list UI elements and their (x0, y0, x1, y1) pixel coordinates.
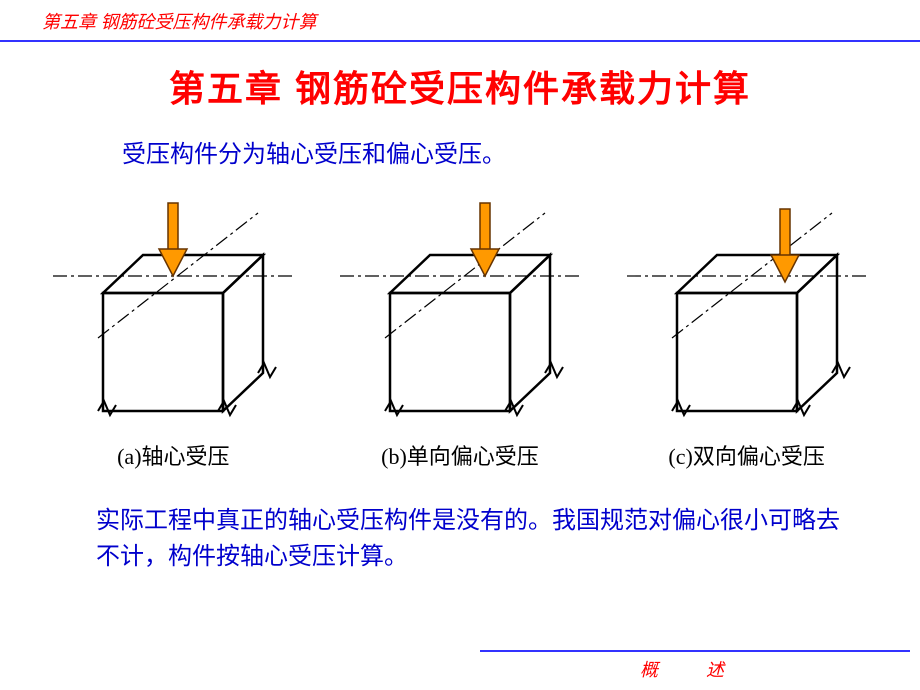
footer-section-label: 概述 (640, 656, 920, 682)
diagram-c-label: (c)双向偏心受压 (668, 439, 824, 471)
diagram-c-svg (617, 183, 877, 433)
header-divider (0, 40, 920, 42)
force-arrow-icon (471, 203, 499, 276)
diagram-c: (c)双向偏心受压 (617, 183, 877, 471)
diagram-b-label: (b)单向偏心受压 (381, 439, 539, 471)
footer-divider (480, 650, 910, 652)
page-header: 第五章 钢筋砼受压构件承载力计算 (0, 0, 920, 34)
breadcrumb: 第五章 钢筋砼受压构件承载力计算 (42, 12, 317, 32)
diagram-a-label: (a)轴心受压 (117, 439, 229, 471)
body-paragraph: 实际工程中真正的轴心受压构件是没有的。我国规范对偏心很小可略去不计，构件按轴心受… (96, 503, 840, 575)
force-arrow-icon (159, 203, 187, 276)
diagram-a-svg (43, 183, 303, 433)
diagram-b-svg (330, 183, 590, 433)
diagram-b: (b)单向偏心受压 (330, 183, 590, 471)
force-arrow-icon (771, 209, 799, 282)
page-title: 第五章 钢筋砼受压构件承载力计算 (0, 60, 920, 112)
diagram-row: (a)轴心受压 (b)单向偏心受压 (30, 181, 890, 471)
page-footer: 概述 (0, 650, 920, 682)
diagram-a: (a)轴心受压 (43, 183, 303, 471)
subtitle-text: 受压构件分为轴心受压和偏心受压。 (122, 134, 920, 169)
